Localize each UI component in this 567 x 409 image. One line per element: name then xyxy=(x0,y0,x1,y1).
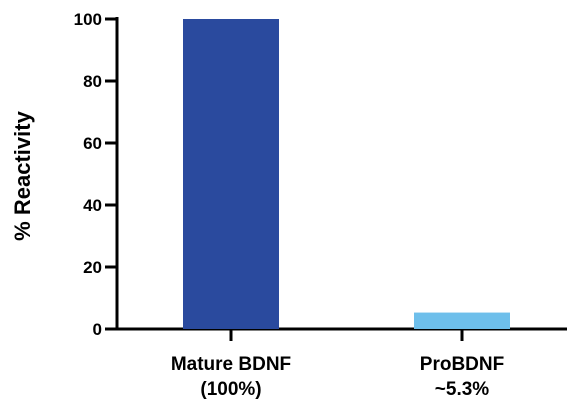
category-label: ~5.3% xyxy=(435,379,490,400)
y-tick-label: 0 xyxy=(93,320,102,339)
category-label: ProBDNF xyxy=(420,354,504,375)
y-tick-label: 60 xyxy=(83,134,102,153)
y-tick-label: 40 xyxy=(83,196,102,215)
labels: 0 20 40 60 80 100 Mature BDNF (100%) ProBDNF ~5.3… xyxy=(74,10,505,400)
bar xyxy=(183,19,279,329)
category-label: (100%) xyxy=(200,379,261,400)
y-tick-label: 100 xyxy=(74,10,102,29)
y-tick-label: 20 xyxy=(83,258,102,277)
bar xyxy=(414,312,510,329)
axes xyxy=(105,17,567,341)
y-tick-label: 80 xyxy=(83,72,102,91)
category-label: Mature BDNF xyxy=(171,354,291,375)
y-axis-title: % Reactivity xyxy=(10,110,35,240)
bars xyxy=(183,19,510,329)
